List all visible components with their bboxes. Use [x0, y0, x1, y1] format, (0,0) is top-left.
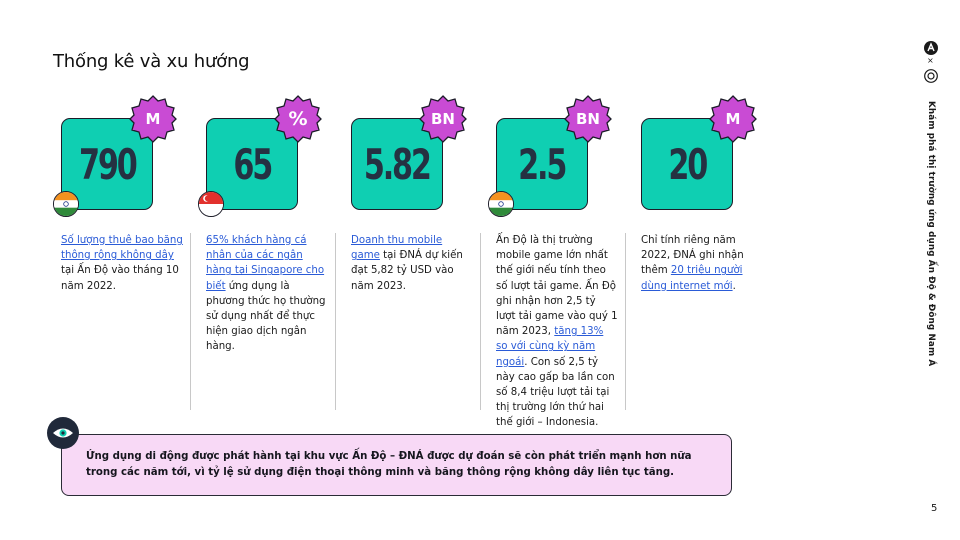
stat-box: 65 [206, 118, 298, 210]
stat-description: Chỉ tính riêng năm 2022, ĐNÁ ghi nhận th… [641, 233, 763, 294]
stat-box: 20 [641, 118, 733, 210]
insight-callout: Ứng dụng di động được phát hành tại khu … [61, 434, 732, 496]
stat-description: Ấn Độ là thị trường mobile game lớn nhất… [496, 233, 618, 431]
brand-logo-icon [924, 40, 938, 55]
unit-badge: BN [419, 95, 467, 143]
source-link[interactable]: tăng 13% so với cùng kỳ năm ngoái [496, 326, 604, 368]
stat-box: 2.5 [496, 118, 588, 210]
eye-icon [47, 417, 79, 449]
description-text: Ấn Độ là thị trường mobile game lớn nhất… [496, 235, 618, 338]
stat-description: Số lượng thuê bao băng thông rộng không … [61, 233, 183, 294]
unit-badge: % [274, 95, 322, 143]
stat-box: 790 [61, 118, 153, 210]
source-link[interactable]: Số lượng thuê bao băng thông rộng không … [61, 235, 183, 262]
description-text: ứng dụng là phương thức họ thường sử dụn… [206, 280, 326, 353]
india-flag-icon [53, 191, 79, 217]
stat-value: 2.5 [518, 139, 567, 189]
column-divider [190, 233, 191, 410]
description-text: . [732, 280, 736, 292]
side-title: Khám phá thị trường ứng dụng Ấn Độ & Đôn… [926, 101, 936, 367]
unit-label: M [145, 110, 161, 128]
column-divider [335, 233, 336, 410]
stat-description: 65% khách hàng cá nhân của các ngân hàng… [206, 233, 328, 355]
stat-box: 5.82 [351, 118, 443, 210]
unit-badge: M [709, 95, 757, 143]
singapore-flag-icon [198, 191, 224, 217]
page-title: Thống kê và xu hướng [53, 51, 250, 72]
unit-badge: M [129, 95, 177, 143]
unit-label: BN [431, 110, 455, 128]
unit-label: BN [576, 110, 600, 128]
unit-label: % [288, 108, 308, 130]
page-number: 5 [931, 503, 938, 514]
stat-description: Doanh thu mobile game tại ĐNÁ dự kiến đạ… [351, 233, 473, 294]
description-text: tại Ấn Độ vào tháng 10 năm 2022. [61, 265, 179, 292]
column-divider [480, 233, 481, 410]
callout-text: Ứng dụng di động được phát hành tại khu … [86, 451, 692, 478]
unit-badge: BN [564, 95, 612, 143]
source-link[interactable]: 65% khách hàng cá nhân của các ngân hàng… [206, 235, 325, 292]
unit-label: M [725, 110, 741, 128]
stat-value: 65 [233, 139, 273, 189]
stat-value: 790 [78, 139, 138, 189]
column-divider [625, 233, 626, 410]
description-text: tại ĐNÁ dự kiến đạt 5,82 tỷ USD vào năm … [351, 250, 463, 292]
partner-logo-icon [924, 68, 938, 83]
stat-value: 5.82 [364, 139, 432, 189]
india-flag-icon [488, 191, 514, 217]
stat-value: 20 [668, 139, 708, 189]
brand-separator: × [927, 56, 934, 65]
description-text: . Con số 2,5 tỷ này cao gấp ba lần con s… [496, 356, 615, 429]
source-link[interactable]: Doanh thu mobile game [351, 235, 443, 262]
description-text: Chỉ tính riêng năm 2022, ĐNÁ ghi nhận th… [641, 235, 744, 277]
source-link[interactable]: 20 triệu người dùng internet mới [641, 265, 743, 292]
